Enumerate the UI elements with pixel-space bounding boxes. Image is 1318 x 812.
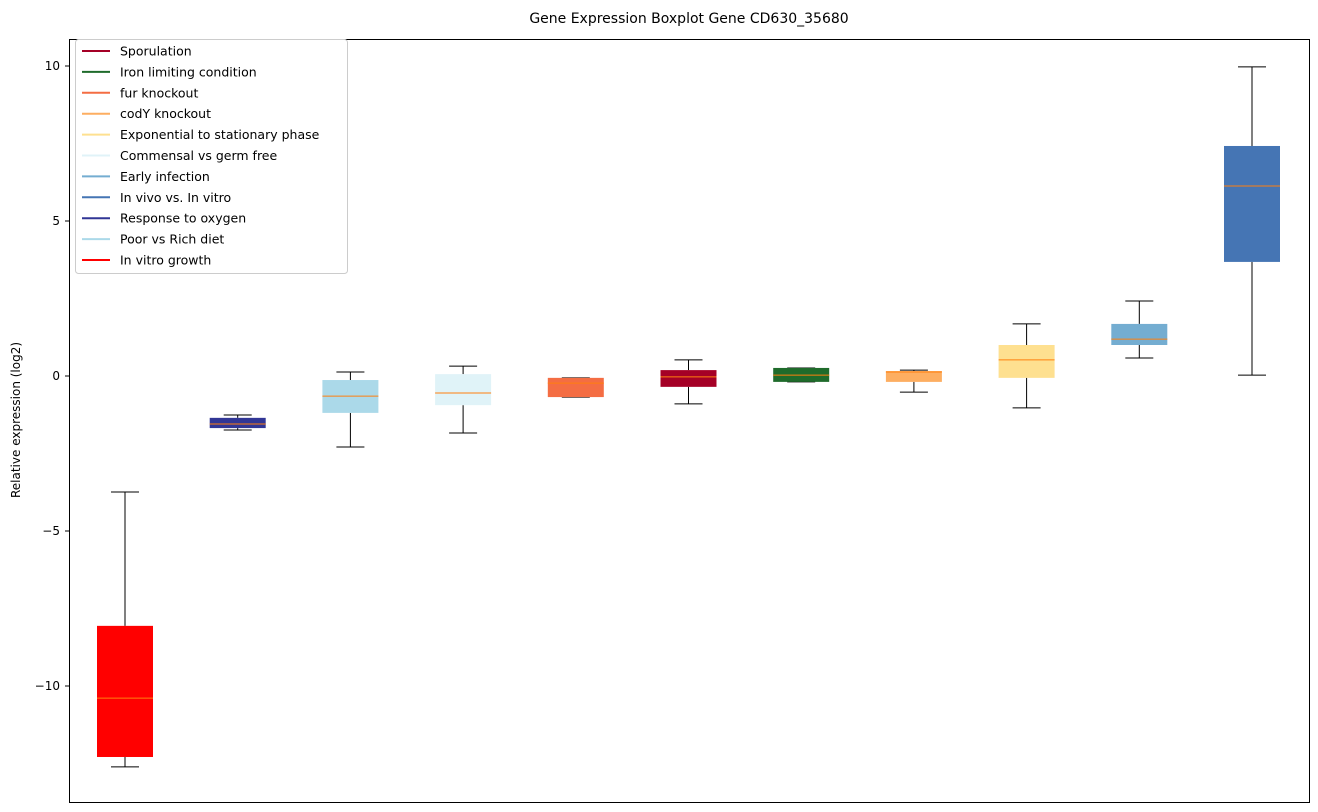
box-poor-vs-rich-diet bbox=[322, 371, 379, 448]
box-body bbox=[547, 377, 604, 398]
box-early-infection bbox=[1111, 300, 1168, 359]
box-response-to-oxygen bbox=[209, 414, 266, 431]
y-tick-label: 0 bbox=[52, 369, 60, 383]
chart-title: Gene Expression Boxplot Gene CD630_35680 bbox=[529, 11, 848, 27]
box-body bbox=[97, 625, 153, 757]
box-body bbox=[660, 370, 717, 387]
box-body bbox=[885, 371, 942, 382]
legend-label: Poor vs Rich diet bbox=[120, 232, 224, 247]
y-tick-label: 5 bbox=[52, 214, 60, 228]
legend-label: Commensal vs germ free bbox=[120, 148, 277, 163]
y-tick-label: −5 bbox=[42, 524, 60, 538]
legend-box bbox=[75, 39, 348, 274]
box-fur-knockout bbox=[547, 377, 604, 398]
legend-label: Exponential to stationary phase bbox=[120, 127, 320, 142]
legend: Sporulation Iron limiting condition fur kn… bbox=[75, 39, 348, 274]
box-body bbox=[209, 417, 266, 429]
box-sporulation bbox=[660, 359, 717, 405]
legend-label: Response to oxygen bbox=[120, 211, 246, 226]
box-iron-limiting-condition bbox=[773, 367, 830, 383]
y-axis-label: Relative expression (log2) bbox=[9, 342, 23, 498]
boxes bbox=[97, 66, 1280, 768]
legend-label: Sporulation bbox=[120, 44, 192, 59]
legend-label: In vivo vs. In vitro bbox=[120, 190, 231, 205]
legend-label: Iron limiting condition bbox=[120, 64, 257, 79]
legend-label: Early infection bbox=[120, 169, 210, 184]
legend-label: codY knockout bbox=[120, 106, 211, 121]
y-tick-label: 10 bbox=[45, 59, 60, 73]
box-in-vivo-vs-in-vitro bbox=[1224, 66, 1280, 376]
plot-frame bbox=[69, 39, 1310, 803]
legend-label: In vitro growth bbox=[120, 253, 211, 268]
legend-label: fur knockout bbox=[120, 85, 198, 100]
box-exponential-to-stationary-phase bbox=[998, 323, 1055, 409]
box-body bbox=[435, 374, 492, 406]
box-commensal-vs-germ-free bbox=[435, 365, 492, 434]
box-body bbox=[1224, 145, 1280, 262]
box-cody-knockout bbox=[885, 369, 942, 393]
box-in-vitro-growth bbox=[97, 491, 153, 768]
box-body bbox=[998, 345, 1055, 378]
box-body bbox=[1111, 323, 1168, 345]
y-axis: 10 5 0 −5 −10 bbox=[35, 59, 69, 693]
y-tick-label: −10 bbox=[35, 679, 60, 693]
